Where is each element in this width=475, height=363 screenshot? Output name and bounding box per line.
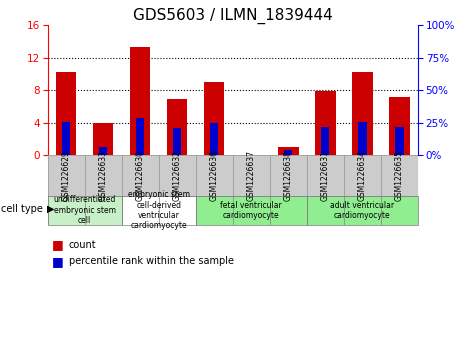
Bar: [56, 72, 76, 155]
Bar: [321, 127, 330, 155]
Text: percentile rank within the sample: percentile rank within the sample: [69, 256, 234, 266]
Text: ■: ■: [52, 255, 64, 268]
Bar: [278, 147, 298, 155]
Text: ■: ■: [52, 238, 64, 252]
Text: GSM1226633: GSM1226633: [99, 150, 107, 201]
Text: embryonic stem
cell-derived
ventricular
cardiomyocyte: embryonic stem cell-derived ventricular …: [128, 190, 190, 231]
Bar: [358, 122, 367, 155]
Bar: [196, 196, 307, 225]
Bar: [204, 82, 224, 155]
Text: GSM1226634: GSM1226634: [358, 150, 367, 201]
Bar: [48, 196, 122, 225]
Bar: [352, 72, 372, 155]
Text: GSM1226630: GSM1226630: [136, 150, 144, 201]
Bar: [122, 196, 196, 225]
Text: GSM1226637: GSM1226637: [247, 150, 256, 201]
Bar: [173, 127, 181, 155]
Text: undifferentiated
embryonic stem
cell: undifferentiated embryonic stem cell: [53, 196, 116, 225]
Bar: [307, 155, 344, 196]
Bar: [395, 127, 404, 155]
Text: GSM1226631: GSM1226631: [321, 150, 330, 201]
Title: GDS5603 / ILMN_1839444: GDS5603 / ILMN_1839444: [133, 8, 332, 24]
Bar: [130, 47, 150, 155]
Bar: [284, 150, 293, 155]
Text: GSM1226629: GSM1226629: [62, 150, 70, 201]
Text: GSM1226632: GSM1226632: [173, 150, 181, 201]
Bar: [270, 155, 307, 196]
Bar: [93, 123, 113, 155]
Bar: [136, 118, 144, 155]
Bar: [381, 155, 418, 196]
Text: GSM1226638: GSM1226638: [284, 150, 293, 201]
Text: fetal ventricular
cardiomyocyte: fetal ventricular cardiomyocyte: [220, 201, 282, 220]
Bar: [390, 97, 409, 155]
Text: count: count: [69, 240, 96, 250]
Text: GSM1226636: GSM1226636: [210, 150, 218, 201]
Bar: [233, 155, 270, 196]
Text: GSM1226635: GSM1226635: [395, 150, 404, 201]
Bar: [62, 122, 70, 155]
Bar: [122, 155, 159, 196]
Bar: [307, 196, 418, 225]
Bar: [344, 155, 381, 196]
Bar: [196, 155, 233, 196]
Bar: [48, 155, 85, 196]
Text: cell type: cell type: [1, 204, 43, 213]
Bar: [99, 147, 107, 155]
Bar: [315, 91, 335, 155]
Bar: [159, 155, 196, 196]
Bar: [210, 123, 218, 155]
Text: ▶: ▶: [47, 204, 55, 213]
Text: adult ventricular
cardiomyocyte: adult ventricular cardiomyocyte: [331, 201, 395, 220]
Bar: [85, 155, 122, 196]
Bar: [167, 99, 187, 155]
